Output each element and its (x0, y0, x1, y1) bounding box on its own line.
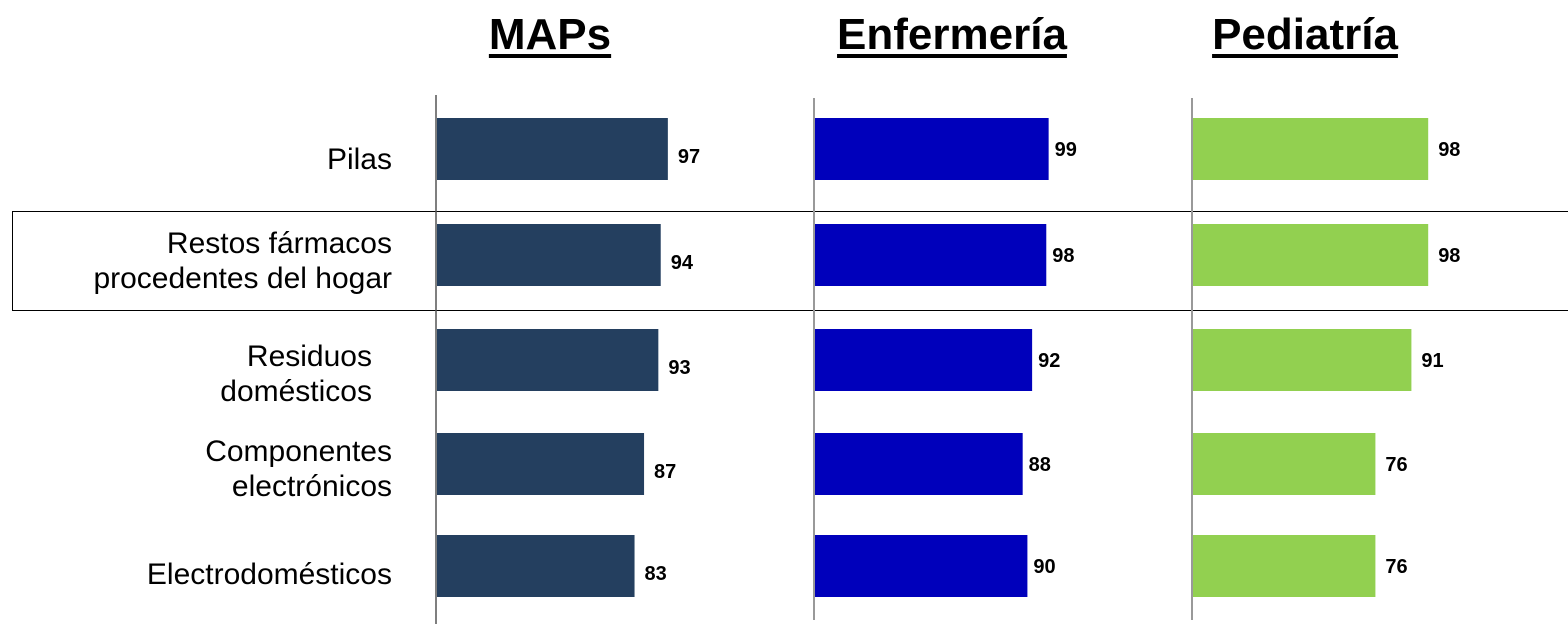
row-label-residuos-domesticos: Residuos domésticos (2, 339, 392, 409)
data-label: 99 (1055, 139, 1077, 161)
row-label-line: Residuos (246, 340, 372, 373)
bar (437, 224, 661, 286)
data-label: 90 (1033, 556, 1055, 578)
panel-title-pediatria: Pediatría (1212, 10, 1398, 59)
row-label-line: Pilas (326, 143, 392, 176)
row-label-restos-farmacos: Restos fármacos procedentes del hogar (2, 226, 392, 296)
row-label-line: Electrodomésticos (146, 558, 392, 591)
bar (1193, 224, 1429, 286)
bar (815, 118, 1049, 180)
data-label: 76 (1385, 454, 1407, 476)
bar (437, 433, 645, 495)
data-label: 98 (1052, 245, 1074, 267)
highlight-box (12, 211, 1568, 311)
bar (437, 535, 635, 597)
bar (815, 329, 1033, 391)
data-label: 92 (1038, 350, 1060, 372)
bar (437, 118, 668, 180)
data-label: 87 (654, 461, 676, 483)
bar (1193, 433, 1376, 495)
row-label-pilas: Pilas (2, 142, 392, 177)
data-label: 98 (1438, 139, 1460, 161)
bar (1193, 535, 1376, 597)
row-label-line: procedentes del hogar (93, 262, 392, 295)
data-label: 83 (645, 563, 667, 585)
data-label: 94 (671, 252, 694, 274)
panel-title-enfermeria: Enfermería (837, 10, 1067, 59)
bar (815, 535, 1028, 597)
data-label: 76 (1385, 556, 1407, 578)
row-label-electrodomesticos: Electrodomésticos (2, 557, 392, 592)
bar (437, 329, 659, 391)
row-label-line: Componentes (205, 435, 392, 468)
data-label: 91 (1421, 350, 1443, 372)
data-label: 93 (668, 357, 690, 379)
row-label-componentes-electronicos: Componentes electrónicos (2, 434, 392, 504)
data-label: 88 (1029, 454, 1051, 476)
row-label-line: Restos fármacos (166, 227, 392, 260)
row-label-line: domésticos (220, 375, 372, 408)
data-label: 98 (1438, 245, 1460, 267)
data-label: 97 (678, 146, 700, 168)
bar (815, 433, 1023, 495)
bar (1193, 329, 1412, 391)
bar (815, 224, 1047, 286)
panel-title-maps: MAPs (488, 10, 612, 59)
row-label-line: electrónicos (231, 470, 392, 503)
bar (1193, 118, 1429, 180)
